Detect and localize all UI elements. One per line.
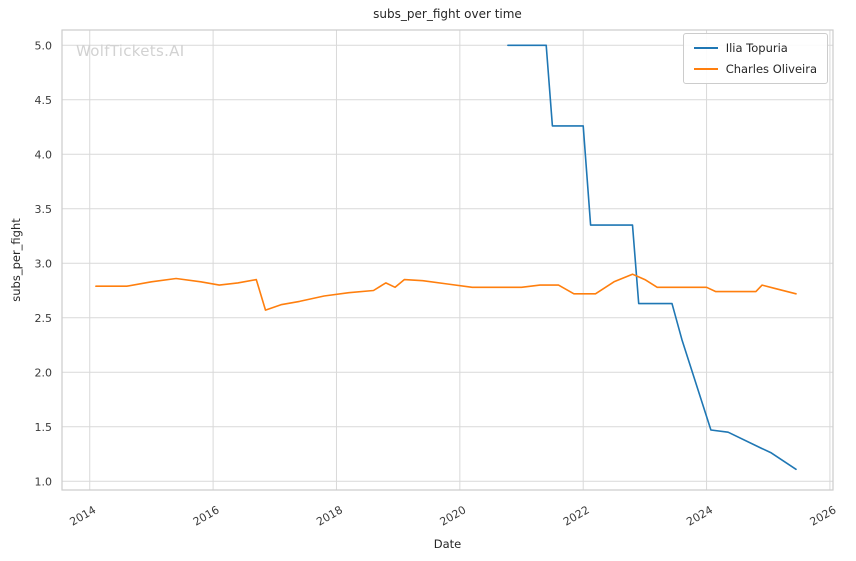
legend-line-swatch-ilia-topuria: [693, 47, 718, 49]
legend-label: Charles Oliveira: [725, 62, 817, 76]
y-axis-label: subs_per_fight: [9, 218, 23, 302]
y-tick-label: 2.0: [35, 366, 53, 379]
legend-line-swatch-charles-oliveira: [693, 68, 718, 70]
y-tick-label: 5.0: [35, 39, 53, 52]
plot-border: [61, 29, 834, 491]
x-tick-label: 2022: [561, 503, 592, 528]
legend-label: Ilia Topuria: [725, 41, 788, 55]
chart-title: subs_per_fight over time: [373, 7, 522, 21]
x-axis-label: Date: [433, 537, 462, 551]
y-tick-label: 3.0: [35, 257, 53, 270]
legend: Ilia Topuria Charles Oliveira: [682, 33, 828, 84]
y-tick-label: 3.5: [35, 203, 53, 216]
legend-item: Charles Oliveira: [693, 62, 817, 76]
x-tick-label: 2024: [684, 503, 715, 528]
y-tick-label: 1.0: [35, 475, 53, 488]
watermark: WolfTickets.AI: [76, 42, 185, 60]
y-tick-label: 4.0: [35, 148, 53, 161]
y-tick-label: 1.5: [35, 421, 53, 434]
series-line-ilia-topuria: [507, 44, 797, 471]
x-tick-label: 2026: [808, 503, 839, 528]
legend-item: Ilia Topuria: [693, 41, 817, 55]
x-tick-label: 2014: [68, 503, 99, 528]
y-tick-label: 2.5: [35, 312, 53, 325]
series-line-charles-oliveira: [95, 273, 797, 311]
x-tick-label: 2018: [314, 503, 345, 528]
x-tick-label: 2020: [438, 503, 469, 528]
x-tick-label: 2016: [191, 503, 222, 528]
y-tick-label: 4.5: [35, 94, 53, 107]
